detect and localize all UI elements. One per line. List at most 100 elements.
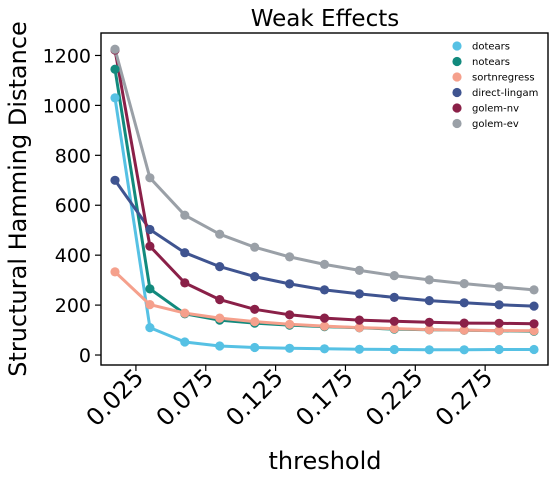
y-tick-label: 800 [55,145,91,167]
y-tick-label: 0 [79,345,91,367]
data-point-golem-ev [529,285,539,295]
data-point-dotears [389,344,399,355]
data-point-golem-ev [424,275,434,285]
plot-area [110,44,539,355]
data-point-golem-ev [494,282,504,292]
data-point-golem-nv [250,304,260,314]
x-tick-label: 0.175 [290,363,358,431]
data-point-dotears [494,344,504,355]
data-point-direct-lingam [354,289,364,299]
data-point-golem-nv [389,316,399,326]
data-point-notears [110,64,120,74]
legend-label-direct-lingam: direct-lingam [472,88,538,99]
data-point-golem-nv [424,317,434,327]
legend-marker-sortnregress [452,72,462,82]
data-point-golem-nv [215,295,225,305]
data-point-golem-nv [354,315,364,325]
data-point-sortnregress [250,317,260,327]
legend-marker-golem-nv [452,103,462,113]
data-point-dotears [319,344,330,354]
data-point-sortnregress [459,325,469,335]
data-point-sortnregress [285,319,295,329]
data-point-dotears [180,337,190,347]
x-axis-label: threshold [268,447,381,475]
chart-title: Weak Effects [251,6,399,32]
data-point-sortnregress [145,300,155,310]
data-point-golem-nv [285,310,295,320]
data-point-golem-ev [389,271,399,281]
data-point-dotears [110,93,120,103]
data-point-sortnregress [215,313,225,323]
data-point-golem-ev [459,279,469,289]
x-tick-label: 0.125 [220,363,288,431]
x-tick-label: 0.225 [360,363,428,431]
legend-label-golem-ev: golem-ev [472,119,519,130]
data-point-direct-lingam [529,301,539,311]
x-axis: 0.025 0.075 0.125 0.175 0.225 0.275 [81,363,499,431]
data-point-golem-nv [180,278,190,288]
data-point-direct-lingam [110,175,120,185]
data-point-golem-ev [285,252,295,262]
data-point-golem-nv [529,319,539,329]
data-point-golem-ev [319,259,330,269]
data-point-dotears [424,345,434,355]
y-axis: 0 200 400 600 800 1000 1200 [43,45,101,367]
legend-label-dotears: dotears [472,42,510,53]
data-point-sortnregress [180,308,190,318]
data-point-sortnregress [424,325,434,335]
data-point-golem-nv [494,318,504,328]
data-point-golem-ev [250,242,260,252]
data-point-dotears [529,344,539,355]
legend-marker-direct-lingam [452,87,462,98]
y-tick-label: 600 [55,195,91,217]
data-point-direct-lingam [494,300,504,310]
data-point-sortnregress [494,326,504,336]
data-point-dotears [459,345,469,355]
data-point-golem-ev [354,265,364,275]
data-point-dotears [145,323,155,333]
data-point-golem-ev [215,229,225,239]
data-point-direct-lingam [285,279,295,289]
data-point-dotears [215,341,225,351]
y-tick-label: 400 [55,245,91,267]
data-point-sortnregress [529,326,539,336]
data-point-golem-nv [459,318,469,328]
data-point-direct-lingam [459,298,469,308]
data-point-golem-nv [145,241,155,251]
legend-label-notears: notears [472,57,510,68]
data-point-sortnregress [110,267,120,277]
data-point-golem-nv [319,313,330,323]
data-point-sortnregress [354,323,364,333]
data-point-golem-ev [180,210,190,220]
y-tick-label: 1000 [43,95,91,117]
y-tick-label: 200 [55,295,91,317]
data-point-direct-lingam [389,292,399,302]
legend-marker-golem-ev [452,118,462,129]
data-point-dotears [250,342,260,353]
data-point-direct-lingam [319,285,330,295]
data-point-sortnregress [389,324,399,334]
data-point-dotears [285,343,295,353]
x-tick-label: 0.075 [151,363,219,431]
legend: dotears notears sortnregress direct-lingam g… [452,41,538,130]
legend-label-golem-nv: golem-nv [472,104,519,115]
data-point-direct-lingam [250,272,260,282]
y-axis-label: Structural Hamming Distance [4,21,32,377]
x-tick-label: 0.025 [81,363,149,431]
data-point-direct-lingam [145,224,155,235]
data-point-direct-lingam [424,296,434,306]
x-tick-label: 0.275 [430,363,498,431]
legend-marker-dotears [452,41,462,51]
data-point-golem-ev [110,44,120,54]
data-point-direct-lingam [180,248,190,258]
data-point-dotears [354,344,364,354]
legend-label-sortnregress: sortnregress [472,73,535,84]
data-point-golem-ev [145,173,155,183]
data-point-sortnregress [319,321,330,331]
legend-marker-notears [452,56,462,67]
data-point-notears [145,284,155,294]
series-line-golem-ev [113,47,536,292]
plot-frame [100,32,549,366]
y-tick-label: 1200 [43,45,91,67]
